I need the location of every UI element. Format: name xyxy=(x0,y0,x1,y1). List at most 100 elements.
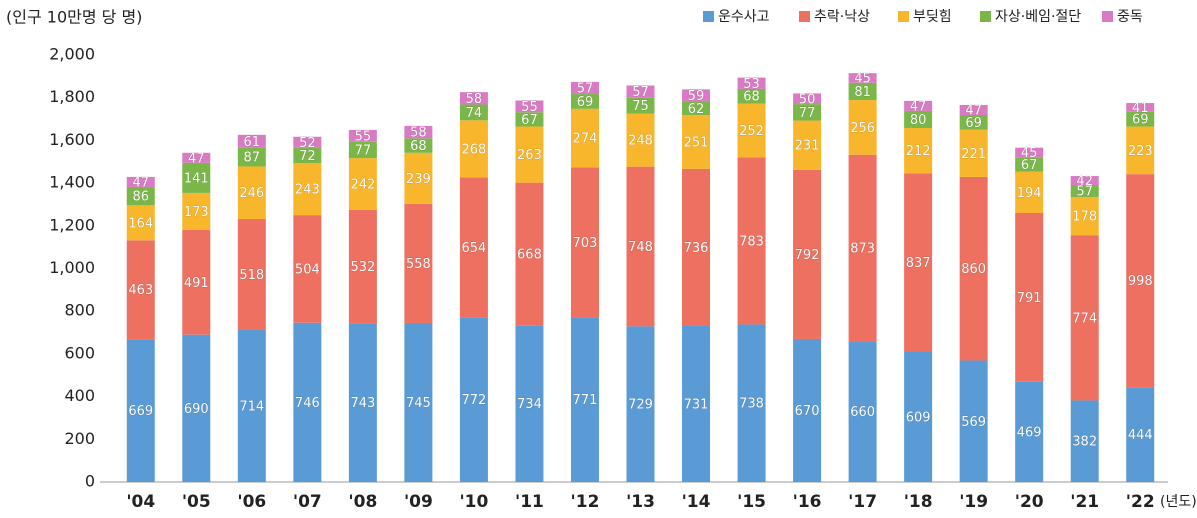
bar-segment xyxy=(348,141,377,159)
bar-segment xyxy=(904,173,933,352)
data-label: 52 xyxy=(299,136,316,151)
bar-segment xyxy=(959,360,988,482)
data-label: 141 xyxy=(184,171,209,186)
bar-segment xyxy=(1015,157,1044,172)
legend-label: 중독 xyxy=(1117,9,1143,25)
bar-segment xyxy=(737,88,766,104)
legend-label: 부딪힘 xyxy=(913,9,952,25)
bar-segment xyxy=(959,129,988,177)
data-label: 746 xyxy=(295,396,320,411)
x-tick-label: '13 xyxy=(626,492,655,512)
bar-segment xyxy=(682,101,711,116)
legend-swatch xyxy=(898,11,909,22)
bar-segment xyxy=(848,82,877,101)
data-label: 998 xyxy=(1128,274,1153,289)
legend-label: 운수사고 xyxy=(718,9,770,25)
data-label: 57 xyxy=(632,85,649,100)
data-label: 45 xyxy=(1021,146,1038,161)
data-label: 731 xyxy=(684,397,709,412)
bar-segment xyxy=(626,113,655,167)
data-label: 772 xyxy=(462,393,487,408)
data-label: 774 xyxy=(1072,311,1097,326)
x-tick-label: '16 xyxy=(793,492,822,512)
bar-segment xyxy=(404,152,433,204)
data-label: 569 xyxy=(961,415,986,430)
bar-segment xyxy=(404,125,433,139)
data-label: 504 xyxy=(295,262,320,277)
data-label: 463 xyxy=(128,283,153,298)
bar-segment xyxy=(348,323,377,482)
data-label: 61 xyxy=(244,135,261,150)
data-label: 74 xyxy=(466,106,483,121)
data-label: 47 xyxy=(132,175,149,190)
data-label: 47 xyxy=(910,99,927,114)
data-label: 243 xyxy=(295,183,320,198)
bar-segment xyxy=(459,120,488,178)
bar-segment xyxy=(515,112,544,127)
data-label: 57 xyxy=(577,81,594,96)
bar-segment xyxy=(1126,387,1155,482)
data-label: 173 xyxy=(184,205,209,220)
bar-segment xyxy=(182,152,211,163)
bar-segment xyxy=(570,81,599,95)
data-label: 469 xyxy=(1017,425,1042,440)
x-tick-label: '10 xyxy=(459,492,488,512)
bar-segment xyxy=(182,192,211,230)
legend-swatch xyxy=(1102,11,1113,22)
bar-segment xyxy=(237,329,266,482)
y-tick-label: 1,800 xyxy=(49,87,95,106)
data-label: 223 xyxy=(1128,144,1153,159)
legend-label: 추락·낙상 xyxy=(814,9,870,25)
data-label: 837 xyxy=(906,256,931,271)
y-tick-label: 400 xyxy=(64,386,95,405)
bar-segment xyxy=(126,176,155,187)
data-label: 736 xyxy=(684,241,709,256)
data-label: 703 xyxy=(573,236,598,251)
bar-segment xyxy=(1015,171,1044,213)
data-label: 58 xyxy=(466,92,483,107)
bar-segment xyxy=(959,104,988,115)
bar-segment xyxy=(182,229,211,335)
x-tick-label: '22 xyxy=(1126,492,1155,512)
data-label: 268 xyxy=(462,142,487,157)
data-label: 178 xyxy=(1072,210,1097,225)
data-label: 246 xyxy=(239,186,264,201)
bar-segment xyxy=(1070,197,1099,236)
data-label: 75 xyxy=(632,99,649,114)
data-label: 68 xyxy=(743,90,760,105)
x-tick-label: '17 xyxy=(848,492,877,512)
data-label: 242 xyxy=(350,177,375,192)
bar-segment xyxy=(626,166,655,327)
data-label: 669 xyxy=(128,404,153,419)
data-label: 783 xyxy=(739,234,764,249)
data-label: 53 xyxy=(743,77,760,92)
bar-segment xyxy=(293,163,322,216)
data-label: 77 xyxy=(355,143,372,158)
x-tick-label: '07 xyxy=(293,492,322,512)
x-tick-label: '08 xyxy=(348,492,377,512)
data-label: 382 xyxy=(1072,435,1097,450)
bar-segment xyxy=(293,147,322,164)
data-label: 734 xyxy=(517,397,542,412)
bar-segment xyxy=(737,77,766,89)
bar-segment xyxy=(904,100,933,111)
data-label: 50 xyxy=(799,92,816,107)
x-tick-label: '14 xyxy=(682,492,711,512)
data-label: 80 xyxy=(910,113,927,128)
data-label: 263 xyxy=(517,148,542,163)
x-tick-label: '06 xyxy=(237,492,266,512)
bar-segment xyxy=(1015,147,1044,158)
data-label: 41 xyxy=(1132,101,1149,116)
legend-swatch xyxy=(703,11,714,22)
bar-segment xyxy=(737,103,766,158)
bar-segment xyxy=(959,114,988,130)
bar-segment xyxy=(1126,174,1155,388)
bar-segment xyxy=(1015,212,1044,382)
data-label: 58 xyxy=(410,126,427,141)
data-label: 69 xyxy=(577,95,594,110)
bar-segment xyxy=(459,92,488,105)
x-tick-label: '18 xyxy=(904,492,933,512)
data-label: 164 xyxy=(128,216,153,231)
data-label: 745 xyxy=(406,396,431,411)
